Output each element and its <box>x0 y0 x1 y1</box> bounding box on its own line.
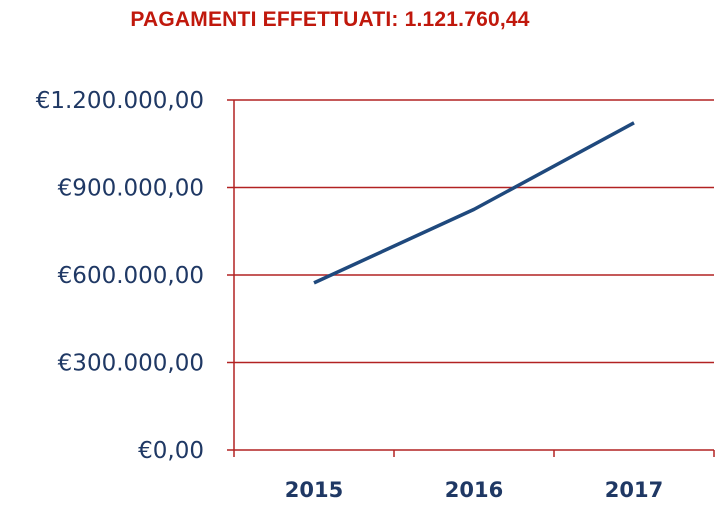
x-tick-labels: 2015 2016 2017 <box>285 478 663 502</box>
axes <box>227 100 715 457</box>
x-tick-label: 2016 <box>445 478 503 502</box>
grid-lines <box>227 99 714 364</box>
y-tick-label: €0,00 <box>138 438 204 464</box>
x-tick-label: 2015 <box>285 478 343 502</box>
series <box>313 121 635 285</box>
y-tick-labels: €0,00 €300.000,00 €600.000,00 €900.000,00 €1… <box>36 88 204 464</box>
chart-title: PAGAMENTI EFFETTUATI: 1.121.760,44 <box>130 8 530 31</box>
x-tick-label: 2017 <box>605 478 663 502</box>
y-tick-label: €600.000,00 <box>58 263 204 289</box>
y-tick-label: €900.000,00 <box>58 176 204 202</box>
series-line <box>313 121 635 285</box>
y-tick-label: €300.000,00 <box>58 351 204 377</box>
y-tick-label: €1.200.000,00 <box>36 88 204 114</box>
